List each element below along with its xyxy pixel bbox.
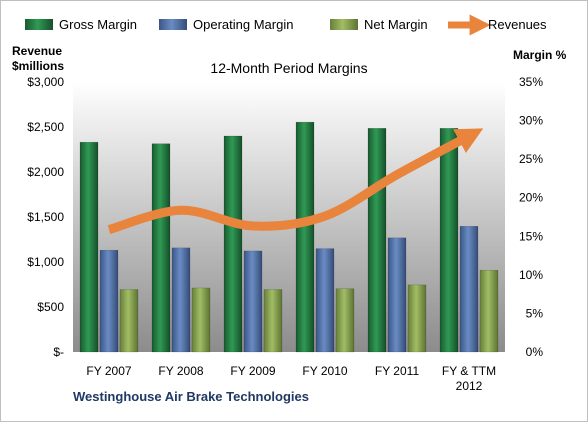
right-axis: 0% 5% 10% 15% 20% 25% 30% 35%: [519, 75, 543, 359]
operating-margin-bar: [315, 248, 335, 353]
bar-series: [79, 121, 499, 353]
net-margin-bar: [263, 289, 283, 353]
operating-margin-bar: [171, 247, 191, 353]
operating-margin-bar: [243, 250, 263, 353]
legend-label: Gross Margin: [59, 17, 137, 32]
legend-swatch: [159, 19, 187, 30]
chart-title: 12-Month Period Margins: [210, 60, 367, 76]
right-tick-label: 20%: [519, 191, 543, 205]
left-tick-label: $500: [37, 300, 64, 314]
left-axis: $- $500 $1,000 $1,500 $2,000 $2,500 $3,000: [27, 75, 64, 359]
gross-margin-bar: [151, 143, 171, 353]
x-tick-label: 2012: [456, 379, 483, 393]
gross-margin-bar: [367, 128, 387, 353]
gross-margin-bar: [295, 121, 315, 353]
legend-label: Revenues: [488, 17, 547, 32]
x-tick-label: FY 2007: [86, 364, 131, 378]
right-tick-label: 10%: [519, 268, 543, 282]
x-axis: FY 2007 FY 2008 FY 2009 FY 2010 FY 2011 FY & …: [86, 364, 496, 393]
net-margin-bar: [335, 288, 355, 353]
right-axis-label: Margin %: [513, 48, 567, 62]
net-margin-bar: [191, 287, 211, 353]
right-tick-label: 30%: [519, 114, 543, 128]
left-tick-label: $2,500: [27, 120, 64, 134]
x-tick-label: FY & TTM: [442, 364, 496, 378]
operating-margin-bar: [99, 249, 119, 353]
legend-label: Operating Margin: [193, 17, 293, 32]
left-axis-label-unit: $millions: [12, 59, 64, 73]
left-axis-label: Revenue: [12, 44, 62, 58]
x-tick-label: FY 2010: [302, 364, 347, 378]
net-margin-bar: [479, 269, 499, 353]
legend: Gross Margin Operating Margin Net Margin Re…: [25, 14, 547, 36]
revenues-line: [107, 128, 484, 234]
gross-margin-bar: [439, 128, 459, 353]
operating-margin-bar: [459, 226, 479, 353]
legend-swatch: [25, 19, 53, 30]
right-tick-label: 25%: [519, 152, 543, 166]
left-tick-label: $2,000: [27, 165, 64, 179]
gross-margin-bar: [223, 135, 243, 353]
legend-swatch: [330, 19, 358, 30]
chart-footer: Westinghouse Air Brake Technologies: [73, 389, 309, 404]
left-tick-label: $1,000: [27, 255, 64, 269]
gross-margin-bar: [79, 141, 99, 353]
revenue-series: [107, 128, 484, 234]
right-tick-label: 15%: [519, 229, 543, 243]
left-tick-label: $-: [53, 345, 64, 359]
x-tick-label: FY 2009: [230, 364, 275, 378]
left-tick-label: $1,500: [27, 210, 64, 224]
operating-margin-bar: [387, 237, 407, 353]
right-tick-label: 0%: [526, 345, 544, 359]
x-tick-label: FY 2008: [158, 364, 203, 378]
right-tick-label: 5%: [526, 306, 544, 320]
right-tick-label: 35%: [519, 75, 543, 89]
net-margin-bar: [407, 284, 427, 353]
left-tick-label: $3,000: [27, 75, 64, 89]
x-tick-label: FY 2011: [375, 364, 420, 378]
net-margin-bar: [119, 289, 139, 353]
legend-label: Net Margin: [364, 17, 428, 32]
